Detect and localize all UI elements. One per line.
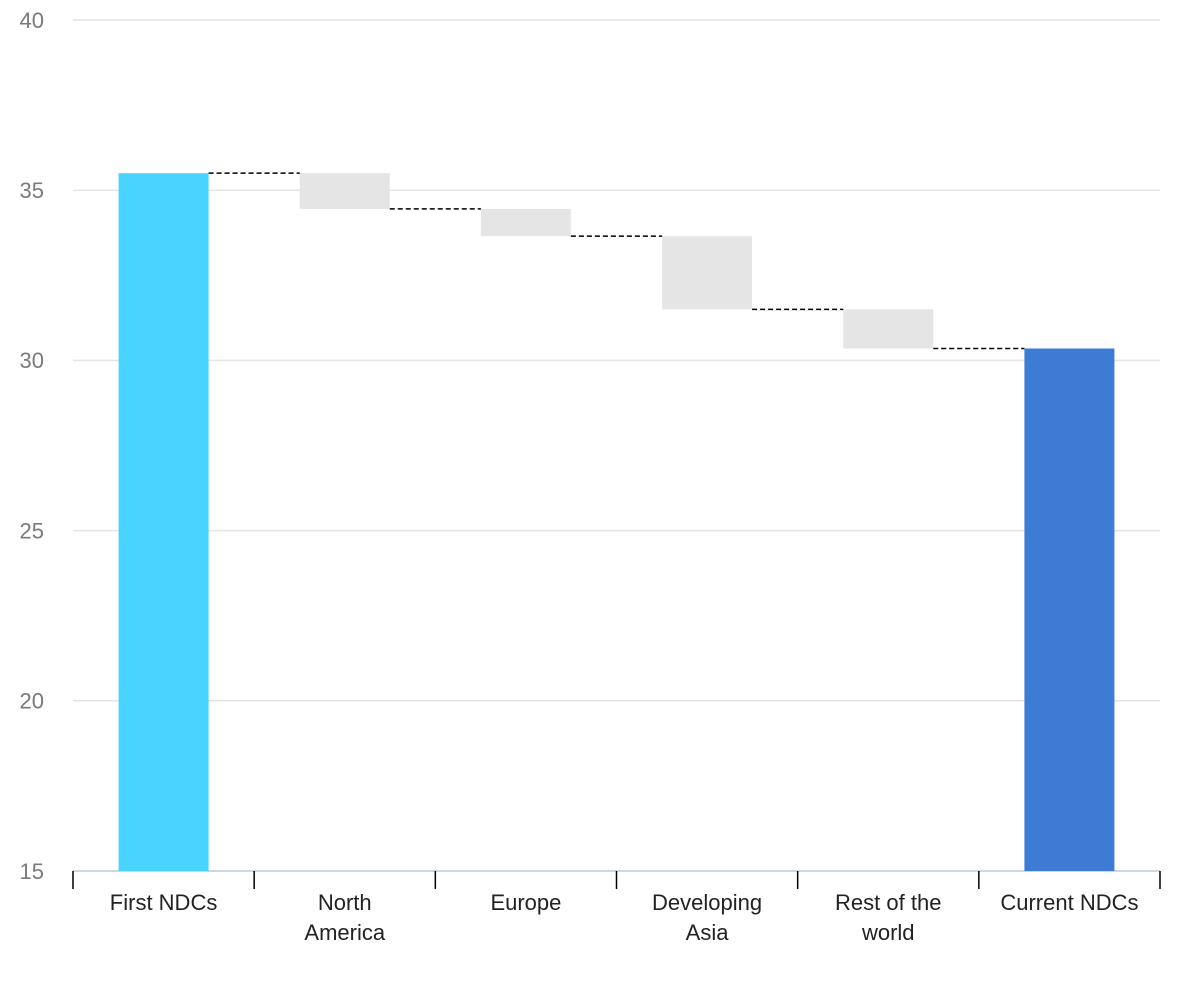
- change-bar: [299, 173, 390, 209]
- bars: [118, 173, 1115, 872]
- y-axis-ticks: 15 20 25 30 35 40: [20, 8, 44, 884]
- change-bar: [843, 309, 934, 349]
- connector-lines: [208, 172, 1025, 350]
- y-tick-label: 25: [20, 518, 44, 543]
- total-bar: [1024, 348, 1115, 872]
- x-category-label: Current NDCs: [1000, 890, 1138, 915]
- x-axis: [72, 870, 1161, 889]
- y-tick-label: 20: [20, 689, 44, 714]
- total-bar: [118, 173, 209, 871]
- x-category-label: Europe: [490, 890, 561, 915]
- y-tick-label: 35: [20, 178, 44, 203]
- x-category-label: First NDCs: [110, 890, 218, 915]
- y-tick-label: 15: [20, 859, 44, 884]
- x-category-label: Developing Asia: [652, 890, 762, 945]
- x-category-label: Rest of the world: [835, 890, 941, 945]
- grid-lines: [73, 19, 1160, 702]
- x-axis-labels: First NDCs North America Europe Developing As…: [110, 890, 1139, 945]
- y-tick-label: 40: [20, 8, 44, 33]
- change-bar: [662, 236, 753, 310]
- x-category-label: North America: [304, 890, 385, 945]
- change-bar: [480, 208, 571, 237]
- y-tick-label: 30: [20, 348, 44, 373]
